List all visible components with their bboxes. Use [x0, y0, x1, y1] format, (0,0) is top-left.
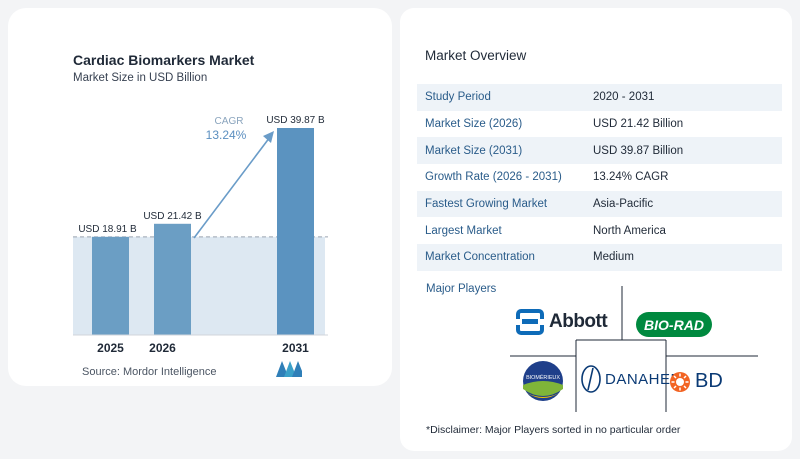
overview-row: Market Size (2026) USD 21.42 Billion: [417, 111, 782, 138]
data-label-2025: USD 18.91 B: [78, 224, 137, 235]
biomerieux-mark-icon: BIOMÉRIEUX: [523, 361, 563, 401]
overview-value: USD 39.87 Billion: [593, 144, 684, 157]
x-tick-2026: 2026: [149, 341, 176, 355]
disclaimer: *Disclaimer: Major Players sorted in no …: [426, 424, 681, 436]
players-grid-lines: [510, 286, 758, 412]
biomerieux-wordmark: BIOMÉRIEUX: [526, 374, 560, 381]
abbott-logo: Abbott: [516, 308, 608, 336]
overview-label: Market Size (2026): [425, 118, 523, 131]
overview-table: Study Period 2020 - 2031 Market Size (202…: [417, 84, 782, 271]
cagr-label: CAGR: [215, 116, 244, 127]
bar-2025: [92, 236, 129, 335]
data-label-2031: USD 39.87 B: [266, 115, 325, 126]
source-label: Source: Mordor Intelligence: [82, 366, 217, 378]
chart-title: Cardiac Biomarkers Market: [73, 52, 255, 68]
data-label-2026: USD 21.42 B: [143, 211, 202, 222]
overview-value: Asia-Pacific: [593, 198, 654, 211]
biorad-logo: BIO-RAD: [636, 312, 712, 337]
overview-value: 13.24% CAGR: [593, 171, 669, 184]
overview-label: Market Size (2031): [425, 144, 523, 157]
danaher-mark-icon: [581, 365, 601, 393]
x-tick-2031: 2031: [282, 341, 309, 355]
overview-row: Study Period 2020 - 2031: [417, 84, 782, 111]
cagr-arrowhead-icon: [263, 131, 274, 143]
overview-value: USD 21.42 Billion: [593, 118, 684, 131]
mordor-logo-icon: [276, 361, 302, 377]
cagr-arrow-line: [193, 136, 271, 239]
overview-row: Largest Market North America: [417, 217, 782, 244]
overview-value: Medium: [593, 251, 634, 264]
cagr-value: 13.24%: [206, 128, 247, 142]
overview-label: Growth Rate (2026 - 2031): [425, 171, 562, 184]
overview-row: Growth Rate (2026 - 2031) 13.24% CAGR: [417, 164, 782, 191]
bd-sun-icon: [670, 371, 690, 392]
abbott-mark-icon: [516, 309, 544, 335]
bd-wordmark: BD: [695, 370, 723, 392]
overview-value: North America: [593, 224, 666, 237]
biomerieux-logo: BIOMÉRIEUX: [521, 359, 565, 403]
x-tick-2025: 2025: [97, 341, 124, 355]
bd-logo: BD: [669, 370, 723, 393]
overview-row: Market Size (2031) USD 39.87 Billion: [417, 137, 782, 165]
major-players-title: Major Players: [426, 283, 497, 295]
bar-2026: [154, 223, 191, 335]
overview-title: Market Overview: [425, 48, 527, 63]
overview-row: Fastest Growing Market Asia-Pacific: [417, 190, 782, 218]
overview-row: Market Concentration Medium: [417, 244, 782, 271]
bar-2031: [277, 128, 314, 335]
overview-label: Market Concentration: [425, 251, 535, 264]
overview-label: Fastest Growing Market: [425, 198, 548, 211]
overview-label: Largest Market: [425, 224, 502, 237]
danaher-logo: DANAHER: [580, 364, 682, 394]
abbott-wordmark: Abbott: [549, 311, 608, 332]
overview-card: [400, 8, 792, 451]
chart-subtitle: Market Size in USD Billion: [73, 72, 208, 84]
overview-label: Study Period: [425, 91, 491, 104]
bar-chart: USD 18.91 B 2025 USD 21.42 B 2026 USD 39.87 …: [73, 115, 328, 355]
overview-value: 2020 - 2031: [593, 91, 655, 104]
danaher-wordmark: DANAHER: [605, 370, 682, 388]
biorad-wordmark: BIO-RAD: [644, 316, 704, 333]
